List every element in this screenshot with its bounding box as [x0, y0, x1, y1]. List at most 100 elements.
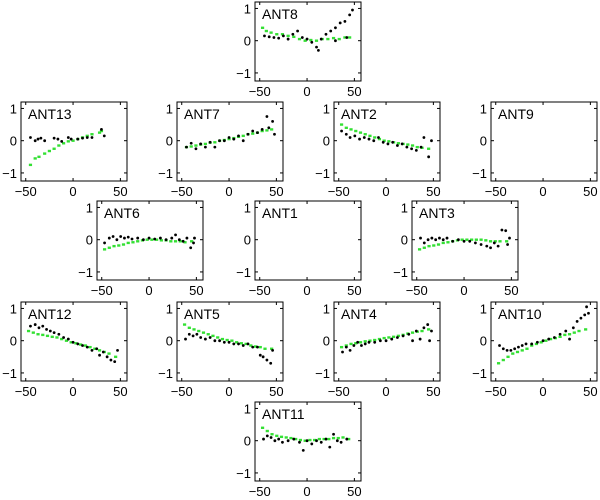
- green-point: [584, 328, 588, 331]
- black-point: [384, 339, 388, 343]
- black-point: [60, 139, 64, 143]
- green-point: [225, 338, 229, 342]
- black-point: [37, 326, 41, 330]
- green-point: [520, 349, 524, 352]
- black-point: [101, 350, 105, 354]
- black-point: [428, 339, 431, 343]
- green-point: [47, 149, 51, 153]
- black-point: [479, 243, 483, 246]
- green-point: [539, 341, 543, 344]
- black-point: [271, 348, 274, 352]
- green-point: [230, 339, 234, 342]
- black-point: [434, 238, 438, 242]
- black-point: [485, 244, 489, 248]
- green-point: [303, 39, 307, 42]
- black-point: [111, 235, 115, 238]
- black-point: [45, 328, 48, 331]
- green-point: [420, 329, 424, 333]
- black-point: [585, 305, 588, 309]
- y-tick-label: −1: [236, 66, 251, 81]
- y-tick-label: 0: [480, 334, 487, 349]
- x-tick-label: −50: [485, 384, 507, 399]
- black-point: [513, 347, 517, 351]
- black-point: [310, 442, 314, 446]
- green-point: [206, 333, 210, 336]
- black-point: [489, 246, 492, 250]
- black-point: [310, 40, 314, 44]
- green-point: [258, 345, 262, 349]
- black-point: [356, 340, 360, 344]
- x-tick-label: 0: [225, 184, 232, 199]
- green-point: [57, 144, 61, 147]
- x-tick-label: 50: [347, 84, 361, 99]
- y-tick-label: −1: [78, 265, 93, 280]
- x-tick-label: 50: [583, 184, 597, 199]
- black-point: [222, 340, 226, 344]
- black-point: [418, 337, 422, 341]
- green-point: [498, 240, 502, 243]
- black-point: [367, 340, 371, 344]
- black-point: [271, 119, 274, 123]
- y-tick-label: 0: [401, 233, 408, 248]
- black-point: [541, 339, 545, 343]
- panel-title: ANT13: [28, 106, 72, 122]
- panel-title: ANT4: [341, 306, 377, 322]
- black-point: [509, 348, 513, 352]
- x-tick-label: 50: [189, 283, 203, 298]
- green-point: [406, 143, 410, 146]
- black-point: [474, 241, 477, 245]
- green-point: [417, 248, 422, 251]
- black-point: [445, 236, 449, 240]
- black-point: [265, 358, 269, 362]
- green-point: [192, 328, 196, 331]
- black-point: [291, 32, 295, 36]
- black-point: [273, 439, 277, 443]
- green-point: [69, 341, 73, 344]
- black-point: [348, 136, 352, 139]
- panel-ant13: −50 0 50 −1 0 1 ANT13: [2, 101, 127, 199]
- panel-ant1: −50 0 50 −1 0 1 ANT1: [236, 200, 361, 298]
- black-point: [194, 147, 198, 151]
- y-tick-label: 1: [323, 101, 330, 116]
- x-tick-label: 50: [426, 384, 440, 399]
- green-point: [298, 438, 303, 442]
- green-point: [275, 33, 279, 36]
- green-point: [93, 347, 97, 350]
- black-point: [218, 339, 221, 343]
- green-point: [427, 244, 431, 248]
- panel-ant9: −50 0 50 −1 0 1 ANT9: [472, 101, 597, 199]
- green-point: [479, 238, 483, 241]
- black-point: [517, 345, 520, 349]
- y-tick-label: 0: [244, 434, 251, 449]
- y-tick-label: 1: [166, 101, 173, 116]
- black-point: [199, 142, 203, 146]
- x-tick-label: 0: [303, 283, 310, 298]
- green-point: [326, 37, 330, 41]
- axes-box: [254, 1, 362, 82]
- black-point: [441, 238, 445, 242]
- panel-ant2: −50 0 50 −1 0 1 ANT2: [315, 101, 440, 199]
- black-point: [462, 239, 466, 243]
- black-point: [373, 340, 377, 344]
- green-point: [55, 336, 59, 339]
- black-point: [468, 239, 472, 243]
- black-point: [185, 236, 189, 240]
- black-point: [267, 126, 271, 130]
- panel-ant6: −50 0 50 −1 0 1 ANT6: [78, 200, 203, 298]
- black-point: [456, 238, 460, 242]
- black-point: [348, 348, 352, 352]
- black-point: [39, 136, 43, 140]
- black-point: [265, 434, 269, 438]
- green-point: [354, 129, 358, 133]
- black-point: [286, 37, 290, 41]
- y-tick-label: −1: [158, 166, 173, 181]
- y-tick-label: −1: [315, 166, 330, 181]
- x-tick-label: −50: [328, 384, 350, 399]
- black-point: [66, 337, 70, 341]
- black-point: [301, 448, 305, 452]
- x-tick-label: 0: [303, 484, 310, 499]
- black-point: [181, 239, 185, 243]
- black-point: [414, 148, 418, 152]
- black-point: [391, 140, 395, 144]
